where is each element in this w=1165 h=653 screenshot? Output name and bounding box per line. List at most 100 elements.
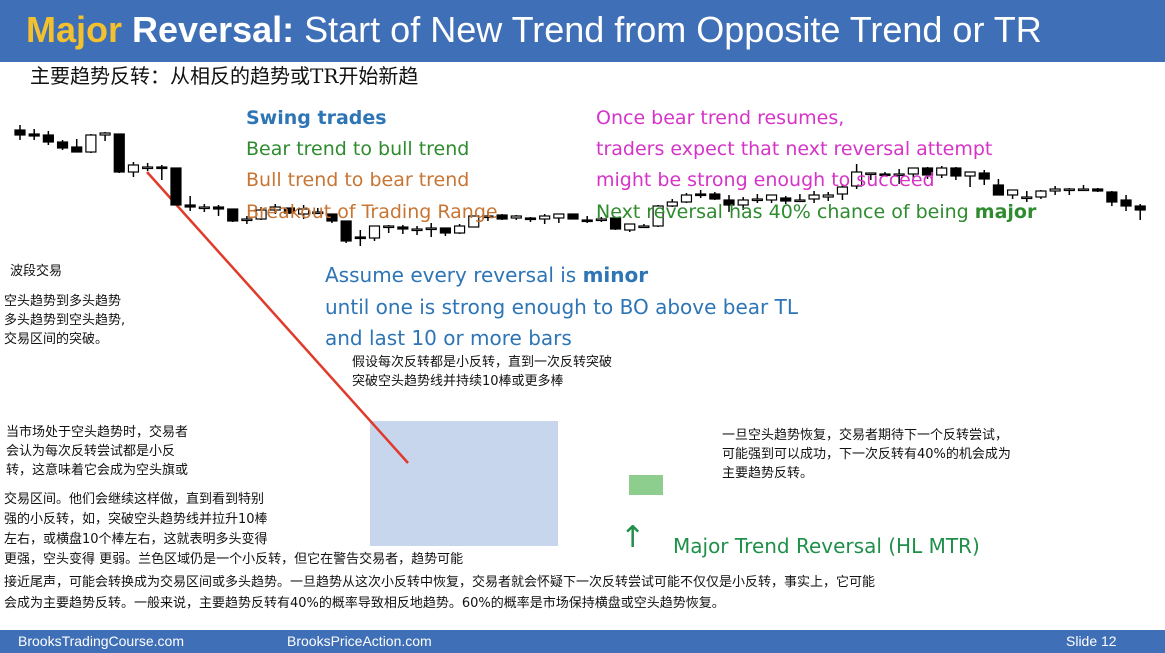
candle-body: [368, 225, 381, 239]
bear-resume-line3: might be strong enough to succeed: [596, 169, 935, 191]
candle-body: [723, 199, 735, 206]
candle-body: [992, 184, 1005, 196]
cn-bear-3: 主要趋势反转。: [722, 466, 814, 481]
candle-body: [1006, 189, 1019, 196]
cn-swing-2: 多头趋势到空头趋势,: [4, 313, 126, 328]
candle-body: [71, 146, 83, 153]
title-reversal: Reversal:: [132, 9, 295, 50]
swing-title: Swing trades: [246, 107, 387, 129]
cn-assume-2: 突破空头趋势线并持续10棒或更多棒: [352, 374, 564, 389]
candle-body: [411, 228, 423, 232]
cn-market-3: 转，这意味着它会成为空头旗或: [6, 463, 189, 478]
footer-link-course[interactable]: BrooksTradingCourse.com: [18, 633, 184, 649]
candle-body: [851, 171, 863, 187]
slide-number: Slide 12: [1066, 633, 1117, 649]
footer-link-priceaction[interactable]: BrooksPriceAction.com: [287, 633, 432, 649]
candle-body: [680, 194, 693, 203]
candle-body: [383, 225, 395, 229]
candle-body: [142, 166, 154, 170]
candle-body: [737, 199, 749, 206]
assume-line3: and last 10 or more bars: [325, 326, 572, 350]
chance-text: Next reversal has 40% chance of being: [596, 201, 975, 223]
candle-body: [482, 215, 494, 219]
major-bold: major: [974, 201, 1037, 223]
candle-body: [326, 213, 338, 222]
candles: [14, 125, 1146, 246]
candle-body: [1049, 188, 1061, 192]
candle-body: [1035, 190, 1047, 198]
candle-body: [964, 171, 976, 177]
candle-body: [553, 213, 565, 219]
candle-body: [1021, 196, 1033, 200]
title-rest: Start of New Trend from Opposite Trend o…: [294, 9, 1042, 50]
candle-body: [510, 215, 522, 219]
bear-resume-line2: traders expect that next reversal attemp…: [596, 138, 993, 160]
candle-body: [595, 218, 607, 222]
up-arrow-icon: ↑: [620, 520, 646, 555]
candle-body: [652, 205, 664, 227]
candle-body: [397, 226, 409, 230]
assume-line2: until one is strong enough to BO above b…: [325, 295, 798, 319]
candle-body: [439, 227, 451, 234]
bear-resume-line4: Next reversal has 40% chance of being ma…: [596, 197, 1036, 228]
candle-body: [808, 194, 820, 200]
candle-body: [468, 215, 480, 228]
candle-body: [609, 217, 622, 230]
candle-body: [751, 198, 763, 202]
trading-range-box: [370, 421, 558, 546]
candle-body: [879, 173, 891, 177]
swing-bull-to-bear: Bull trend to bear trend: [246, 169, 470, 191]
candle-body: [1106, 191, 1118, 203]
candle-body: [893, 173, 905, 177]
slide-title: Major Reversal: Start of New Trend from …: [26, 9, 1042, 51]
candle-body: [42, 134, 54, 143]
candle-body: [539, 215, 551, 220]
cn-para-2: 强的小反转，如，突破空头趋势线并拉升10棒: [4, 512, 268, 527]
candle-body: [99, 132, 111, 136]
candle-body: [453, 225, 466, 234]
candle-body: [56, 141, 69, 149]
candle-body: [1134, 205, 1146, 211]
candle-body: [298, 208, 310, 215]
cn-bear-1: 一旦空头趋势恢复，交易者期待下一个反转尝试，: [722, 428, 1009, 443]
candle-body: [567, 213, 579, 220]
title-major: Major: [26, 9, 123, 50]
candle-body: [581, 219, 593, 223]
minor-bold: minor: [582, 263, 649, 287]
candle-body: [283, 207, 296, 214]
slide-subtitle-cn: 主要趋势反转：从相反的趋势或TR开始新趋: [30, 64, 419, 88]
candle-body: [255, 209, 267, 220]
candle-body: [1063, 188, 1075, 192]
candle-body: [624, 223, 636, 231]
candle-body: [1092, 188, 1104, 192]
candle-body: [212, 206, 225, 210]
major-trend-reversal-label: Major Trend Reversal (HL MTR): [673, 534, 980, 558]
cn-para-3: 左右，或横盘10个棒左右，这就表明多头变得: [4, 532, 268, 547]
cn-market-1: 当市场处于空头趋势时，交易者: [6, 425, 189, 440]
bear-resume-line1: Once bear trend resumes,: [596, 107, 845, 129]
cn-swing-1: 空头趋势到多头趋势: [4, 294, 122, 309]
candle-body: [354, 236, 366, 240]
cn-para-6: 会成为主要趋势反转。一般来说，主要趋势反转有40%的概率导致相反地趋势。60%的…: [4, 596, 725, 611]
candle-body: [794, 199, 806, 203]
candle-body: [1120, 199, 1132, 207]
candle-body: [865, 172, 877, 176]
bear-trendline: [146, 171, 409, 464]
candle-body: [496, 214, 508, 220]
cn-assume-1: 假设每次反转都是小反转，直到一次反转突破: [352, 355, 613, 370]
higher-low-box: [629, 475, 663, 495]
candle-body: [184, 204, 196, 208]
candle-body: [28, 133, 40, 137]
candle-body: [780, 197, 792, 202]
candle-body: [921, 167, 934, 176]
swing-breakout: Breakout of Trading Range: [246, 201, 498, 223]
cn-para-5: 接近尾声，可能会转换成为交易区间或多头趋势。一旦趋势从这次小反转中恢复，交易者就…: [4, 575, 876, 590]
candle-body: [822, 194, 834, 198]
candle-body: [241, 218, 253, 222]
candle-body: [156, 166, 168, 170]
candle-body: [709, 193, 721, 200]
candle-body: [936, 167, 948, 176]
candle-body: [638, 225, 650, 229]
candle-body: [950, 167, 962, 177]
candle-body: [312, 211, 324, 215]
